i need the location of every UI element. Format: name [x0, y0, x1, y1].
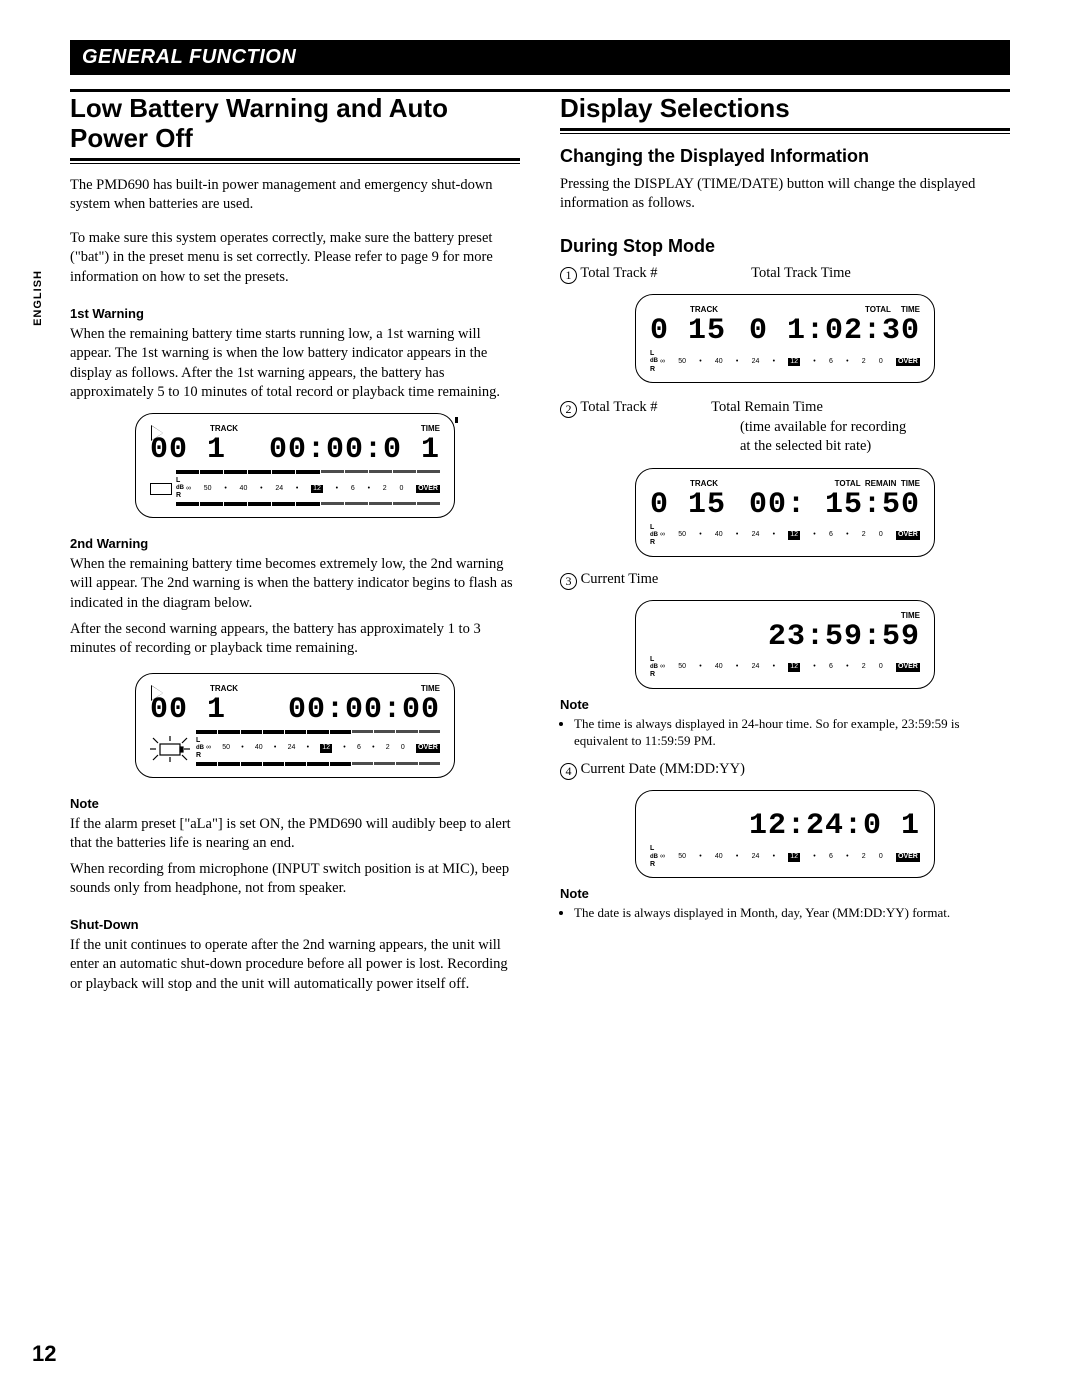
lcdB-digits: 0 15 00: 15:50 [650, 490, 920, 520]
item-2-line: 2 Total Track # Total Remain Time [560, 399, 1010, 418]
lcd-display-B: TRACK TOTAL REMAIN TIME 0 15 00: 15:50 L… [635, 468, 935, 557]
lcd2-track-label: TRACK [210, 684, 238, 693]
side-language-label: ENGLISH [32, 270, 44, 326]
item4-label: Current Date (MM:DD:YY) [581, 761, 745, 777]
lcdA-track-label: TRACK [690, 305, 718, 314]
lcd-display-2: TRACK TIME 00 1 00:00:00 [135, 673, 455, 778]
divider [70, 89, 1010, 92]
lcd1-time-digits: 00:00:0 1 [269, 435, 440, 465]
item-4-line: 4 Current Date (MM:DD:YY) [560, 761, 1010, 780]
lcd1-digits: 00 1 00:00:0 1 [150, 435, 440, 465]
lcdB-track-label: TRACK [690, 479, 718, 488]
lcdB-right-labels: TOTAL REMAIN TIME [835, 479, 920, 488]
lcdA-labels: TRACK TOTAL TIME [650, 305, 920, 314]
circled-4-icon: 4 [560, 763, 577, 780]
left-note-1: If the alarm preset ["aLa"] is set ON, t… [70, 815, 520, 854]
lcd1-meter-bars-R [176, 502, 440, 508]
heading-underline [70, 158, 520, 161]
lcd1-labels: TRACK TIME [150, 424, 440, 433]
lcd2-meter-scale: LdBR ∞50•40•24•12•6•20OVER [196, 737, 440, 761]
lcd2-meter-bars-R [196, 762, 440, 768]
heading-underline-thin [560, 133, 1010, 134]
battery-flash-icon [150, 736, 192, 762]
second-warning-body-2: After the second warning appears, the ba… [70, 620, 520, 659]
circled-3-icon: 3 [560, 573, 577, 590]
right-note2-heading: Note [560, 886, 1010, 901]
item1-right-label: Total Track Time [751, 265, 851, 282]
item-3-line: 3 Current Time [560, 571, 1010, 590]
page-number: 12 [32, 1341, 56, 1367]
lcd1-meter-bars-L [176, 470, 440, 476]
left-note-2: When recording from microphone (INPUT sw… [70, 860, 520, 899]
item1-left-label: Total Track # [580, 265, 657, 281]
lcdB-track-digits: 0 15 [650, 490, 726, 520]
lcd-display-D: 12:24:0 1 LdBR ∞50•40•24•12•6•20OVER [635, 790, 935, 878]
left-column: Low Battery Warning and Auto Power Off T… [70, 94, 520, 1001]
circled-1-icon: 1 [560, 267, 577, 284]
lcd2-time-digits: 00:00:00 [288, 695, 440, 725]
heading-underline [560, 128, 1010, 131]
stop-mode-heading: During Stop Mode [560, 236, 1010, 257]
play-icon-fill [152, 426, 163, 440]
first-warning-body: When the remaining battery time starts r… [70, 325, 520, 403]
lcdC-digits: 23:59:59 [650, 622, 920, 652]
second-warning-heading: 2nd Warning [70, 536, 520, 551]
battery-icon [150, 483, 172, 495]
circled-2-icon: 2 [560, 401, 577, 418]
changing-display-heading: Changing the Displayed Information [560, 146, 1010, 167]
lcd-display-1: TRACK TIME 00 1 00:00:0 1 LdBR ∞50•40•24… [135, 413, 455, 518]
shutdown-heading: Shut-Down [70, 917, 520, 932]
right-heading: Display Selections [560, 94, 1010, 124]
lcd2-time-label: TIME [421, 684, 440, 693]
second-warning-body-1: When the remaining battery time becomes … [70, 555, 520, 614]
lcd1-track-label: TRACK [210, 424, 238, 433]
play-icon-fill [152, 686, 163, 700]
lcd1-meter-scale: LdBR ∞50•40•24•12•6•20OVER [176, 477, 440, 501]
two-column-layout: Low Battery Warning and Auto Power Off T… [70, 94, 1010, 1001]
right-note-2: Note The date is always displayed in Mon… [560, 886, 1010, 922]
right-note1-heading: Note [560, 697, 1010, 712]
lcd2-meter-bars-L [196, 730, 440, 736]
lcdD-digits: 12:24:0 1 [650, 811, 920, 841]
shutdown-body: If the unit continues to operate after t… [70, 936, 520, 995]
item3-label: Current Time [581, 571, 659, 587]
lcdC-meter: LdBR ∞50•40•24•12•6•20OVER [650, 656, 920, 680]
item2-right-label: Total Remain Time [711, 399, 823, 416]
lcdC-time-label: TIME [901, 611, 920, 620]
lcdA-meter: LdBR ∞50•40•24•12•6•20OVER [650, 350, 920, 374]
lcd-display-C: TIME 23:59:59 LdBR ∞50•40•24•12•6•20OVER [635, 600, 935, 689]
lcdA-time-digits: 0 1:02:30 [749, 316, 920, 346]
item2-subline-1: (time available for recording [740, 418, 1010, 437]
lcdC-time-digits: 23:59:59 [768, 622, 920, 652]
lcdD-meter: LdBR ∞50•40•24•12•6•20OVER [650, 845, 920, 869]
lcdD-digits-text: 12:24:0 1 [749, 811, 920, 841]
item2-subline-2: at the selected bit rate) [740, 437, 1010, 456]
item2-left-label: Total Track # [580, 399, 657, 415]
lcdB-labels: TRACK TOTAL REMAIN TIME [650, 479, 920, 488]
right-note2-body: The date is always displayed in Month, d… [574, 905, 1010, 922]
first-warning-heading: 1st Warning [70, 306, 520, 321]
left-note-heading: Note [70, 796, 520, 811]
lcd-display-A: TRACK TOTAL TIME 0 15 0 1:02:30 LdBR ∞50… [635, 294, 935, 383]
lcd1-time-label: TIME [421, 424, 440, 433]
heading-underline-thin [70, 163, 520, 164]
lcdC-labels: TIME [650, 611, 920, 620]
lcdA-time-label: TIME [901, 305, 920, 314]
right-column: Display Selections Changing the Displaye… [560, 94, 1010, 1001]
left-intro-2: To make sure this system operates correc… [70, 229, 520, 288]
lcdB-time-digits: 00: 15:50 [749, 490, 920, 520]
left-intro-1: The PMD690 has built-in power management… [70, 176, 520, 215]
lcdA-track-digits: 0 15 [650, 316, 726, 346]
right-note-1: Note The time is always displayed in 24-… [560, 697, 1010, 750]
lcd2-labels: TRACK TIME [150, 684, 440, 693]
changing-display-body: Pressing the DISPLAY (TIME/DATE) button … [560, 175, 1010, 214]
right-note1-body: The time is always displayed in 24-hour … [574, 716, 1010, 750]
lcdA-total-label: TOTAL [865, 305, 891, 314]
lcdA-digits: 0 15 0 1:02:30 [650, 316, 920, 346]
lcdB-meter: LdBR ∞50•40•24•12•6•20OVER [650, 524, 920, 548]
left-heading: Low Battery Warning and Auto Power Off [70, 94, 520, 154]
lcd2-digits: 00 1 00:00:00 [150, 695, 440, 725]
item-1-line: 1 Total Track # Total Track Time [560, 265, 1010, 284]
section-header: GENERAL FUNCTION [70, 40, 1010, 75]
